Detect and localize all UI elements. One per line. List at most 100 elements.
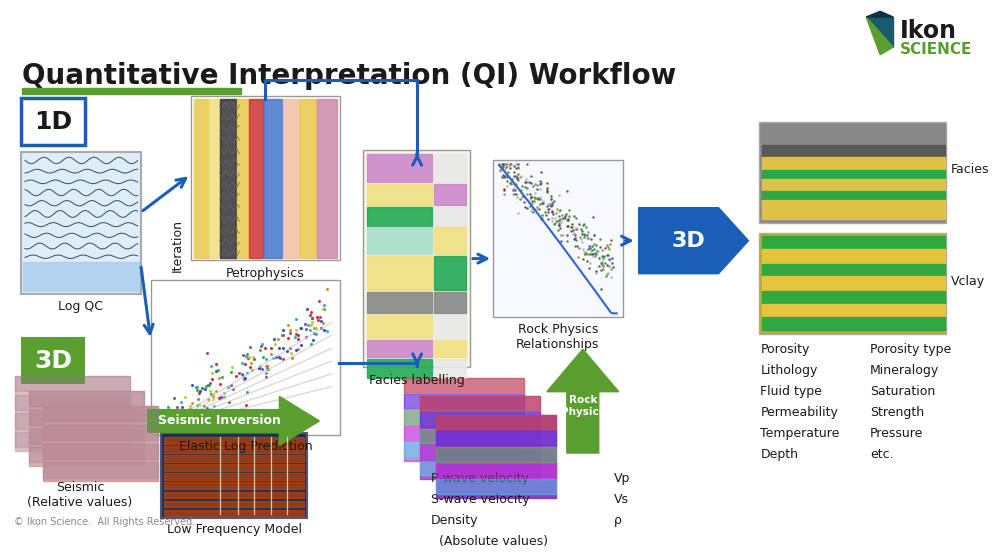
Bar — [762, 157, 945, 170]
Bar — [762, 291, 945, 304]
Bar — [43, 406, 158, 482]
Bar — [436, 479, 556, 494]
Text: Iteration: Iteration — [171, 219, 184, 272]
Bar — [404, 410, 524, 424]
Bar — [220, 99, 236, 258]
Text: Seismic
(Relative values): Seismic (Relative values) — [27, 482, 132, 509]
Text: Vclay: Vclay — [951, 275, 985, 288]
Bar — [43, 425, 158, 440]
Bar — [762, 170, 945, 179]
Text: Vp
Vs
ρ: Vp Vs ρ — [614, 472, 630, 527]
Bar — [762, 276, 945, 291]
FancyBboxPatch shape — [21, 98, 85, 145]
Bar — [264, 99, 282, 258]
Bar — [15, 395, 130, 410]
Bar — [762, 317, 945, 330]
Bar — [434, 292, 466, 314]
Bar — [434, 315, 466, 338]
Bar — [367, 228, 432, 254]
Bar — [29, 391, 144, 466]
Bar — [367, 340, 432, 357]
Text: © Ikon Science.  All Rights Reserved.: © Ikon Science. All Rights Reserved. — [14, 517, 195, 527]
Text: 1D: 1D — [34, 110, 72, 134]
Text: Rock Physics
Relationships: Rock Physics Relationships — [516, 323, 600, 351]
Bar — [15, 376, 130, 391]
Bar — [434, 184, 466, 205]
Bar — [434, 206, 466, 225]
FancyBboxPatch shape — [759, 122, 946, 223]
Bar — [15, 413, 130, 429]
FancyBboxPatch shape — [363, 150, 470, 367]
Bar — [762, 304, 945, 317]
Bar — [29, 391, 144, 406]
Bar — [434, 154, 466, 182]
FancyBboxPatch shape — [21, 337, 85, 384]
Bar — [43, 444, 158, 459]
Bar — [300, 99, 316, 258]
Text: Ikon: Ikon — [900, 19, 957, 43]
Bar — [436, 431, 556, 445]
Bar — [29, 429, 144, 444]
Bar — [367, 154, 432, 182]
Bar — [434, 340, 466, 357]
Bar — [367, 292, 432, 314]
Text: Facies: Facies — [951, 163, 990, 176]
Polygon shape — [866, 17, 893, 47]
Bar — [164, 446, 304, 453]
FancyBboxPatch shape — [759, 233, 946, 334]
Bar — [164, 464, 304, 471]
Bar — [420, 460, 540, 475]
FancyBboxPatch shape — [493, 160, 623, 317]
Text: Low Frequency Model: Low Frequency Model — [167, 523, 302, 536]
Bar — [434, 228, 466, 254]
Text: Facies labelling: Facies labelling — [369, 374, 465, 387]
Bar — [164, 501, 304, 507]
Polygon shape — [866, 17, 893, 55]
Bar — [164, 473, 304, 480]
Bar — [404, 378, 524, 392]
Bar — [436, 415, 556, 498]
Bar — [29, 448, 144, 463]
Text: Elastic Log Prediction: Elastic Log Prediction — [179, 440, 312, 453]
Text: SCIENCE: SCIENCE — [900, 42, 973, 56]
Bar — [283, 99, 299, 258]
Polygon shape — [866, 11, 893, 17]
Bar — [23, 262, 139, 291]
Bar — [29, 410, 144, 425]
Bar — [762, 124, 945, 145]
Text: 3D: 3D — [672, 230, 705, 251]
FancyBboxPatch shape — [151, 280, 340, 435]
Bar — [164, 509, 304, 516]
Polygon shape — [547, 349, 619, 453]
Text: Seismic Inversion: Seismic Inversion — [158, 415, 281, 427]
Bar — [15, 376, 130, 451]
Bar — [762, 145, 945, 157]
Bar — [367, 315, 432, 338]
FancyBboxPatch shape — [191, 97, 340, 261]
Bar — [249, 99, 263, 258]
Bar — [420, 396, 540, 411]
Bar — [436, 415, 556, 430]
Bar — [164, 492, 304, 498]
Text: Rock
Physics: Rock Physics — [561, 395, 605, 417]
Bar — [317, 99, 337, 258]
Bar — [404, 378, 524, 460]
Bar — [420, 396, 540, 479]
Bar — [434, 256, 466, 290]
Bar — [762, 200, 945, 219]
Text: Porosity
Lithology
Fluid type
Permeability
Temperature
Depth: Porosity Lithology Fluid type Permeabili… — [760, 343, 840, 460]
Bar — [164, 455, 304, 462]
Bar — [367, 256, 432, 290]
Bar — [22, 88, 241, 94]
Text: 3D: 3D — [34, 349, 72, 373]
Bar — [420, 445, 540, 459]
Bar — [762, 179, 945, 191]
Bar — [762, 236, 945, 249]
Text: Petrophysics: Petrophysics — [226, 267, 305, 280]
Bar — [404, 426, 524, 440]
FancyBboxPatch shape — [21, 152, 141, 294]
Bar — [43, 406, 158, 421]
Bar — [420, 412, 540, 427]
Bar — [420, 429, 540, 442]
Bar — [209, 99, 219, 258]
